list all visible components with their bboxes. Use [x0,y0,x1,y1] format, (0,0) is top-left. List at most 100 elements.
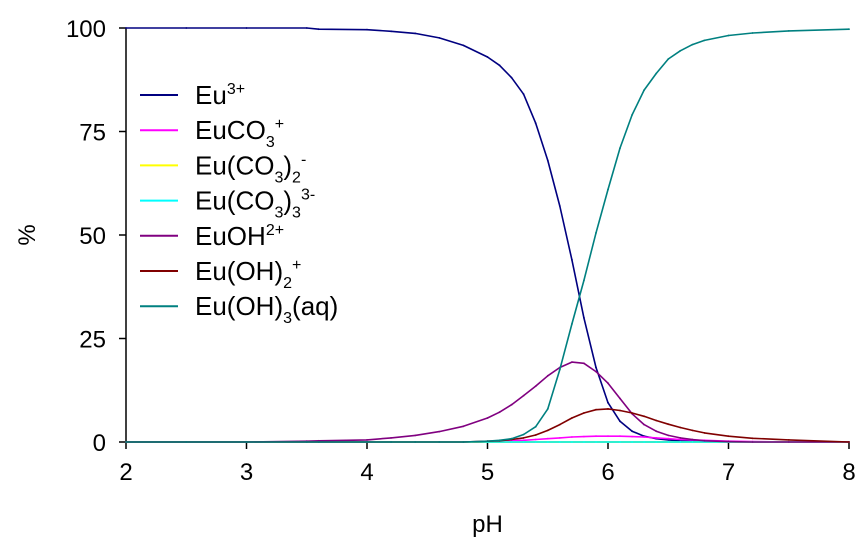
series-eu-oh-2 [125,408,850,443]
data-point [727,34,730,37]
data-point [534,434,537,436]
data-point [462,425,465,428]
legend-label-part: 3- [301,187,315,204]
y-tick-label: 0 [93,430,106,457]
data-point [558,205,561,207]
data-point [848,28,850,31]
series-line-eu-oh-2 [126,408,850,443]
data-point [631,435,633,438]
data-point [607,382,609,385]
legend-item-eu-co3-33: Eu(CO3)33- [140,186,315,222]
data-point [703,432,706,434]
legend-label-part: 3 [266,134,275,151]
data-point [571,361,573,363]
y-tick-label: 75 [79,120,106,147]
data-point [751,437,754,440]
legend: Eu3+EuCO3+Eu(CO3)2-Eu(CO3)33-EuOH2+Eu(OH… [140,80,338,327]
data-point [571,258,573,261]
legend-label-part: EuCO [195,115,266,145]
data-point [305,27,308,29]
data-point [619,435,621,438]
data-point [607,435,609,438]
data-point [546,441,549,443]
data-point [679,437,682,439]
data-point [595,408,597,411]
data-point [667,58,670,60]
data-point [619,409,621,412]
data-point [522,433,525,436]
data-point [510,437,513,440]
data-point [390,437,392,439]
legend-label: Eu3+ [195,80,245,110]
series-layer [125,27,850,443]
data-point [583,316,585,319]
data-point [643,436,645,438]
data-point [631,412,633,414]
data-point [571,441,573,443]
data-point [305,441,308,443]
legend-label: EuOH2+ [195,221,284,251]
data-point [691,438,694,441]
data-point [595,441,597,443]
data-point [414,434,417,437]
y-axis-title: % [14,224,41,245]
data-point [607,441,609,443]
legend-label-part: Eu(CO [195,150,274,180]
legend-item-eu3: Eu3+ [140,80,245,110]
data-point [245,441,248,443]
legend-label-part: Eu [195,80,227,110]
data-point [571,436,573,438]
data-point [643,423,645,426]
legend-label-part: ) [283,186,292,216]
data-point [655,430,658,433]
data-point [546,429,549,432]
data-point [546,159,549,162]
data-point [583,279,585,282]
data-point [619,397,621,400]
data-point [679,438,682,441]
data-point [317,28,320,31]
data-point [631,441,633,443]
data-point [558,437,561,439]
data-point [125,441,127,443]
legend-label-part: 2 [292,169,301,186]
series-line-euoh2 [126,361,849,443]
data-point [751,441,754,443]
legend-item-eu-oh-2: Eu(OH)2+ [140,256,301,292]
legend-label-part: 3 [283,310,292,327]
data-point [571,323,573,325]
legend-label-part: Eu(CO [195,186,274,216]
data-point [643,441,645,443]
data-point [595,232,597,234]
data-point [751,32,754,34]
legend-label-part: + [275,116,284,133]
x-axis-title: pH [472,511,503,538]
legend-label-part: + [292,257,301,274]
legend-label-part: EuOH [195,221,266,251]
data-point [691,43,694,46]
x-tick-label: 7 [722,459,735,486]
y-tick-label: 25 [79,327,106,354]
legend-item-eu-oh-3-aq: Eu(OH)3(aq) [140,291,338,327]
data-point [534,441,537,443]
data-point [619,441,621,443]
data-point [414,441,417,443]
legend-label-part: - [301,151,306,168]
data-point [546,374,549,377]
x-tick-label: 2 [119,459,132,486]
x-tick-label: 8 [842,459,855,486]
data-point [583,441,585,443]
data-point [534,385,537,387]
data-point [787,439,790,441]
data-point [583,362,585,365]
legend-label-part: 3+ [227,81,245,98]
data-point [498,439,501,442]
data-point [522,394,525,397]
legend-label-part: ) [283,150,292,180]
legend-item-euco3: EuCO3+ [140,115,284,151]
data-point [655,72,658,75]
legend-label: Eu(OH)2+ [195,256,301,292]
data-point [438,441,441,443]
data-point [390,441,392,443]
